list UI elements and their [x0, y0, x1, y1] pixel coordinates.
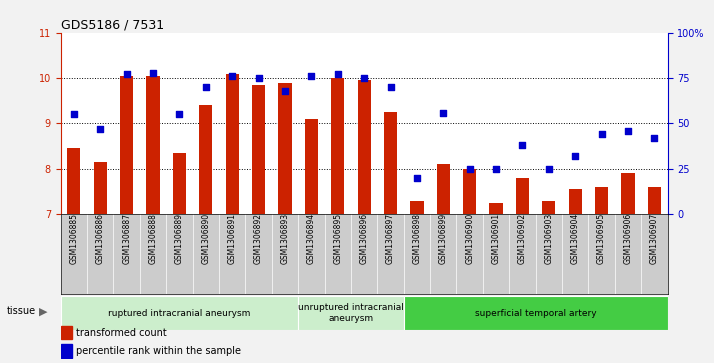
Bar [595, 187, 608, 214]
Text: ▶: ▶ [39, 306, 47, 317]
Point [68, 111, 79, 117]
Text: transformed count: transformed count [76, 327, 166, 338]
Text: GDS5186 / 7531: GDS5186 / 7531 [61, 19, 164, 32]
Point [279, 88, 291, 94]
Bar [463, 169, 476, 214]
Point [358, 75, 370, 81]
Point [94, 126, 106, 132]
Bar [411, 201, 423, 214]
Point [226, 73, 238, 79]
Bar [61, 326, 71, 339]
Point [385, 84, 396, 90]
Point [438, 110, 449, 115]
Bar [358, 80, 371, 214]
Point [623, 128, 634, 134]
FancyBboxPatch shape [61, 296, 298, 330]
Point [491, 166, 502, 172]
Bar [173, 153, 186, 214]
Point [543, 166, 555, 172]
Bar [61, 344, 71, 358]
Bar [384, 112, 397, 214]
FancyBboxPatch shape [403, 296, 668, 330]
Point [411, 175, 423, 181]
Bar [490, 203, 503, 214]
Point [649, 135, 660, 141]
FancyBboxPatch shape [298, 296, 403, 330]
Text: tissue: tissue [7, 306, 36, 317]
Bar [94, 162, 107, 214]
Bar [568, 189, 582, 214]
Bar [67, 148, 81, 214]
Point [570, 153, 581, 159]
Bar [120, 76, 134, 214]
Point [517, 142, 528, 148]
Bar [516, 178, 529, 214]
Bar [648, 187, 661, 214]
Text: ruptured intracranial aneurysm: ruptured intracranial aneurysm [109, 309, 251, 318]
Text: percentile rank within the sample: percentile rank within the sample [76, 346, 241, 356]
Bar [278, 82, 291, 214]
Point [464, 166, 476, 172]
Text: unruptured intracranial
aneurysm: unruptured intracranial aneurysm [298, 303, 404, 323]
Bar [199, 105, 212, 214]
Bar [226, 74, 238, 214]
Point [253, 75, 264, 81]
Bar [146, 76, 160, 214]
Text: superficial temporal artery: superficial temporal artery [475, 309, 596, 318]
Bar [252, 85, 265, 214]
Bar [331, 78, 344, 214]
Bar [621, 174, 635, 214]
Point [332, 72, 343, 77]
Point [306, 73, 317, 79]
Point [174, 111, 185, 117]
Point [147, 70, 159, 76]
Bar [542, 201, 555, 214]
Point [596, 131, 608, 137]
Bar [305, 119, 318, 214]
Point [121, 72, 132, 77]
Bar [437, 164, 450, 214]
Point [200, 84, 211, 90]
